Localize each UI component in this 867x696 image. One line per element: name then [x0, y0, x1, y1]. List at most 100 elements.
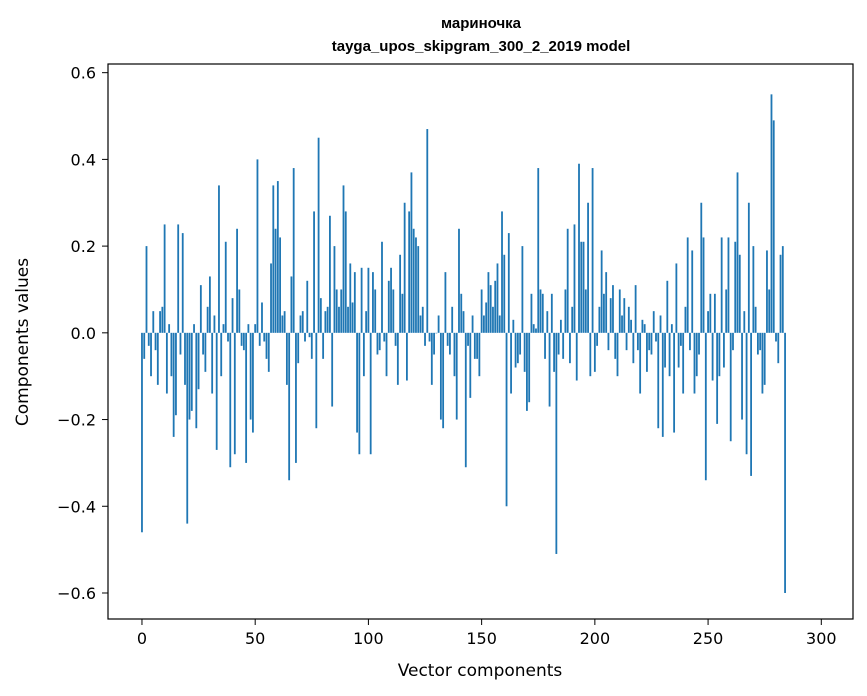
bar-130	[435, 332, 438, 334]
bar-164	[512, 319, 515, 333]
bar-48	[249, 332, 252, 420]
bar-111	[392, 289, 395, 333]
bar-282	[779, 254, 782, 333]
bar-178	[544, 332, 546, 359]
bar-265	[741, 332, 743, 420]
bar-118	[408, 211, 411, 333]
bar-91	[347, 306, 349, 333]
bar-189	[569, 332, 571, 364]
bar-134	[444, 272, 447, 333]
bar-167	[519, 332, 522, 355]
bar-250	[707, 311, 709, 333]
bar-192	[575, 332, 578, 381]
bar-72	[304, 332, 306, 342]
y-tick-label: −0.4	[57, 497, 96, 516]
bar-16	[177, 224, 180, 333]
bar-191	[573, 224, 576, 333]
bar-218	[634, 285, 637, 333]
bar-224	[648, 332, 651, 351]
bar-196	[584, 289, 587, 333]
bar-274	[761, 332, 764, 394]
bar-12	[168, 324, 171, 333]
bar-227	[655, 332, 657, 342]
bar-139	[455, 332, 458, 420]
x-axis-label: Vector components	[398, 661, 563, 681]
bar-211	[618, 289, 621, 333]
bar-122	[417, 246, 420, 333]
bar-43	[238, 289, 241, 333]
bar-49	[252, 332, 254, 433]
bar-212	[621, 315, 623, 333]
bar-163	[510, 332, 512, 394]
bar-204	[603, 293, 605, 333]
bar-245	[695, 332, 698, 377]
bar-55	[265, 332, 268, 359]
bar-135	[446, 332, 449, 346]
bar-24	[195, 332, 198, 429]
bar-52	[258, 332, 261, 346]
bar-177	[541, 293, 544, 333]
bar-236	[675, 263, 678, 333]
bar-253	[713, 293, 716, 333]
x-tick-label: 250	[693, 629, 724, 648]
bar-41	[233, 332, 236, 455]
bar-132	[439, 332, 442, 420]
bar-166	[516, 332, 519, 364]
bar-216	[630, 319, 632, 333]
bar-197	[587, 202, 589, 333]
bar-147	[473, 332, 476, 359]
bar-243	[691, 250, 694, 333]
bar-108	[385, 332, 388, 377]
bar-230	[661, 332, 664, 437]
bar-284	[784, 332, 786, 593]
bar-140	[458, 228, 460, 333]
bar-145	[469, 332, 472, 398]
bar-51	[256, 159, 259, 333]
bar-102	[372, 272, 374, 333]
bar-58	[272, 185, 275, 333]
bar-110	[390, 267, 392, 333]
bar-255	[718, 332, 721, 377]
bar-121	[415, 237, 417, 333]
bar-93	[351, 302, 354, 333]
bar-15	[175, 332, 177, 416]
bar-165	[514, 332, 517, 368]
bar-34	[218, 185, 220, 333]
bar-124	[421, 306, 424, 333]
bar-151	[482, 315, 485, 333]
chart-title: мариночка	[441, 15, 522, 32]
bar-82	[326, 306, 329, 333]
bar-11	[165, 332, 168, 394]
bar-249	[704, 332, 707, 481]
bar-226	[652, 311, 655, 333]
bar-70	[299, 315, 302, 333]
bar-241	[686, 237, 689, 333]
bar-37	[224, 241, 227, 333]
bar-152	[485, 302, 488, 333]
bar-112	[394, 332, 397, 346]
bar-115	[401, 293, 404, 333]
bar-155	[492, 306, 494, 333]
bar-74	[308, 332, 311, 338]
bar-97	[360, 267, 363, 333]
bar-81	[324, 311, 327, 333]
bar-128	[430, 332, 433, 385]
bar-26	[199, 285, 202, 333]
bar-136	[449, 332, 451, 355]
bar-113	[396, 332, 399, 385]
bar-190	[571, 306, 574, 333]
bar-182	[553, 332, 555, 372]
bar-47	[247, 324, 250, 333]
bar-2	[145, 246, 148, 333]
bar-87	[338, 306, 340, 333]
bar-80	[322, 332, 325, 359]
bar-14	[172, 332, 175, 437]
bar-9	[161, 306, 164, 333]
bar-123	[419, 315, 422, 333]
bar-148	[476, 332, 479, 359]
bar-98	[362, 332, 365, 377]
bar-73	[306, 280, 309, 333]
bar-29	[206, 306, 209, 333]
bar-66	[290, 276, 293, 333]
bar-30	[208, 276, 211, 333]
